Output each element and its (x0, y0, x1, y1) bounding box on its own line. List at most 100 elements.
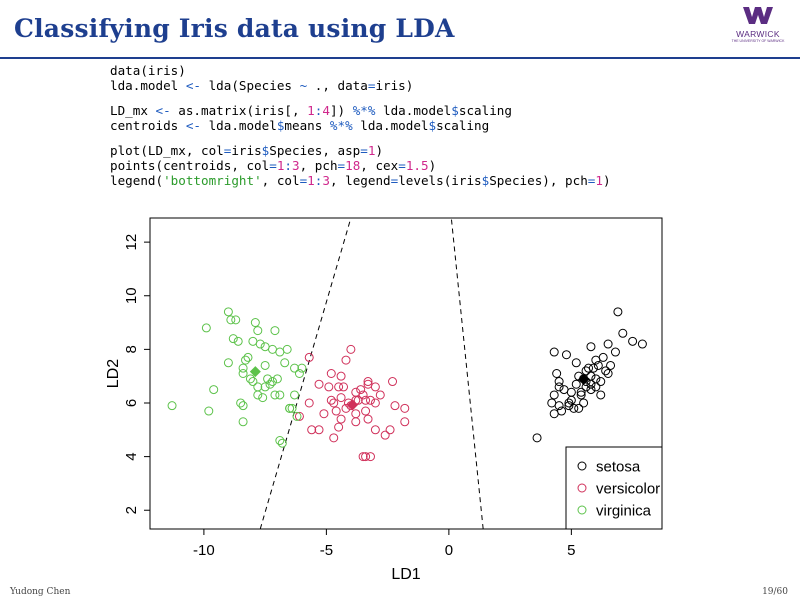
data-point-versicolor (319, 409, 329, 419)
data-point-versicolor (339, 382, 349, 392)
code-block: data(iris) lda.model <- lda(Species ~ ., … (110, 63, 611, 189)
code-token: 1 (595, 172, 603, 188)
code-token: = (299, 172, 308, 188)
data-point-virginica (201, 323, 211, 333)
data-point-setosa (564, 398, 574, 408)
data-point-setosa (579, 398, 589, 408)
code-token: %*% (352, 103, 376, 119)
data-point-setosa (576, 387, 586, 397)
code-token: , col (261, 172, 300, 188)
data-point-virginica (253, 326, 263, 336)
code-token: ) (428, 157, 437, 173)
data-point-virginica (167, 401, 177, 411)
data-point-setosa (547, 398, 557, 408)
data-point-versicolor (361, 452, 371, 462)
code-token: 3 (292, 157, 300, 173)
code-token: iris (231, 143, 262, 159)
data-point-virginica (270, 326, 280, 336)
data-point-versicolor (341, 403, 351, 413)
title-divider (0, 57, 800, 59)
code-token: ) (602, 172, 611, 188)
code-token: scaling (436, 117, 490, 133)
decision-boundary (450, 217, 484, 530)
code-line: lda.model <- lda(Species ~ ., data=iris) (110, 77, 611, 94)
data-point-setosa (586, 342, 596, 352)
data-point-virginica (241, 355, 251, 365)
data-point-versicolor (336, 371, 346, 381)
code-token: as.matrix(iris[, (170, 103, 308, 119)
code-token: lda.model (201, 117, 277, 133)
y-axis-label: LD2 (105, 359, 122, 388)
data-point-virginica (260, 360, 270, 370)
data-point-versicolor (304, 398, 314, 408)
data-point-virginica (260, 382, 270, 392)
y-tick-label: 8 (123, 345, 140, 353)
data-point-versicolor (363, 377, 373, 387)
data-point-virginica (282, 344, 292, 354)
data-point-setosa (584, 363, 594, 373)
data-point-versicolor (326, 369, 336, 378)
data-point-versicolor (365, 452, 375, 462)
code-token: lda(Species (201, 77, 300, 93)
code-line: data(iris) (110, 63, 611, 79)
code-token: 1 (307, 172, 315, 188)
data-point-virginica (243, 352, 253, 362)
decision-boundary (259, 217, 352, 530)
data-point-versicolor (400, 417, 410, 427)
data-point-virginica (223, 307, 233, 317)
footer-page-number: 19/60 (762, 587, 788, 597)
data-point-virginica (238, 417, 248, 427)
legend-marker-versicolor (577, 483, 587, 493)
data-point-setosa (552, 369, 562, 378)
data-point-versicolor (365, 395, 375, 405)
legend-label-virginica: virginica (596, 503, 652, 520)
data-point-versicolor (334, 382, 344, 392)
code-token: = (587, 172, 596, 188)
data-point-setosa (559, 385, 569, 395)
data-point-setosa (628, 336, 638, 346)
logo-subtext: THE UNIVERSITY OF WARWICK (731, 39, 785, 43)
code-token: $ (428, 117, 437, 133)
code-token: = (398, 157, 406, 173)
code-line: legend('bottomright', col=1:3, legend=le… (110, 172, 611, 189)
data-point-setosa (532, 433, 542, 443)
data-point-versicolor (314, 379, 324, 389)
data-point-virginica (231, 315, 241, 325)
code-token: lda.model (375, 103, 452, 119)
data-point-setosa (591, 374, 601, 384)
data-point-virginica (253, 382, 263, 392)
logo-wordmark: WARWICK (736, 29, 780, 39)
data-point-versicolor (307, 425, 317, 435)
data-point-virginica (290, 363, 300, 373)
data-point-virginica (204, 406, 214, 416)
code-token: , legend (329, 172, 391, 188)
code-line: centroids <- lda.model$means %*% lda.mod… (110, 117, 611, 134)
code-line: plot(LD_mx, col=iris$Species, asp=1) (110, 144, 611, 159)
data-point-virginica (270, 390, 280, 400)
warwick-crest-icon (743, 7, 773, 24)
data-point-virginica (253, 390, 263, 400)
code-token: plot(LD_mx, col (110, 143, 224, 159)
code-token: 3 (322, 172, 330, 188)
code-token: ~ (299, 77, 308, 93)
data-point-virginica (294, 369, 304, 378)
data-point-setosa (581, 382, 591, 392)
data-point-virginica (267, 344, 277, 354)
data-point-virginica (265, 379, 275, 389)
data-point-virginica (226, 315, 236, 325)
code-token: : (314, 172, 323, 188)
code-line: LD_mx <- as.matrix(iris[, 1:4]) %*% lda.… (110, 103, 611, 119)
data-point-setosa (586, 385, 596, 395)
data-point-virginica (209, 385, 219, 395)
data-point-setosa (557, 406, 567, 416)
code-token: data(iris) (110, 63, 186, 78)
code-token: 1 (276, 157, 285, 173)
data-point-versicolor (385, 425, 395, 435)
code-token: 18 (345, 157, 361, 173)
code-token: <- (185, 117, 201, 133)
data-point-setosa (576, 390, 586, 400)
data-point-virginica (275, 347, 285, 357)
data-point-versicolor (358, 452, 368, 462)
data-point-versicolor (353, 395, 363, 405)
